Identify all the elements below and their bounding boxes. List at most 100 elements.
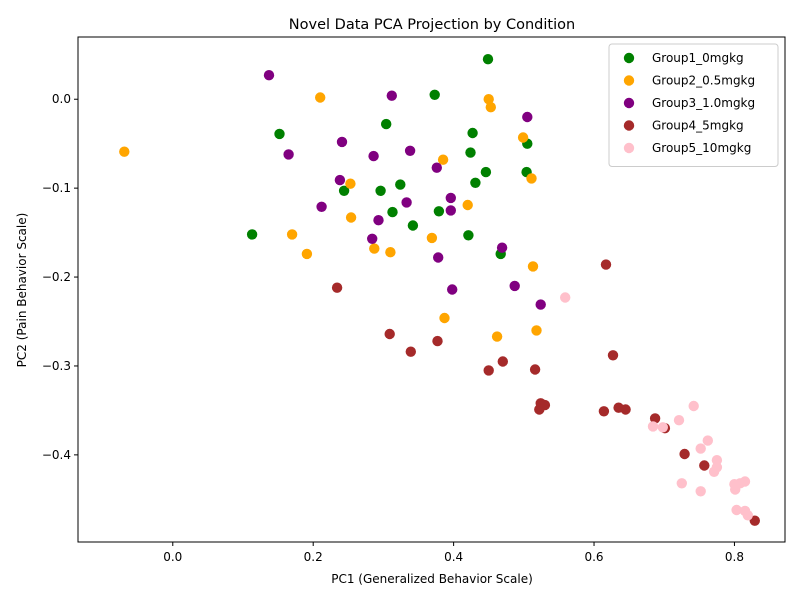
data-point — [315, 92, 326, 103]
data-point — [368, 150, 379, 162]
data-point — [119, 146, 130, 157]
y-axis-label: PC2 (Pain Behavior Scale) — [15, 213, 29, 368]
data-point — [404, 145, 416, 156]
data-point — [432, 335, 443, 347]
legend-item: Group4_5mgkg — [623, 119, 744, 133]
series-4 — [331, 259, 760, 526]
data-point — [274, 128, 285, 140]
data-point — [345, 212, 357, 223]
y-tick-label: −0.3 — [42, 359, 71, 373]
data-point — [496, 242, 508, 253]
data-point — [531, 325, 542, 336]
data-point — [483, 94, 494, 105]
data-point — [336, 136, 348, 148]
data-point — [647, 421, 659, 432]
legend-marker — [623, 75, 635, 86]
data-point — [702, 435, 713, 446]
chart-title: Novel Data PCA Projection by Condition — [289, 17, 575, 33]
data-point — [620, 404, 631, 415]
data-point — [246, 229, 258, 240]
data-point — [387, 206, 398, 218]
data-point — [529, 364, 541, 375]
data-point — [695, 486, 706, 497]
x-tick-label: 0.6 — [584, 550, 603, 564]
legend-label: Group1_0mgkg — [652, 51, 744, 65]
data-point — [369, 243, 380, 254]
data-point — [497, 356, 508, 367]
data-point — [462, 199, 473, 211]
data-point — [708, 466, 720, 477]
data-point — [445, 205, 456, 216]
y-tick-label: −0.2 — [42, 270, 71, 284]
data-point — [437, 154, 449, 165]
data-point — [688, 400, 699, 412]
data-point — [527, 261, 539, 272]
y-tick-label: −0.1 — [42, 181, 71, 195]
y-axis: 0.0 −0.1 −0.2 −0.3 −0.4 — [42, 92, 78, 462]
data-point — [699, 460, 710, 471]
data-point — [407, 220, 419, 231]
x-axis-label: PC1 (Generalized Behavior Scale) — [331, 572, 533, 586]
data-point — [316, 201, 327, 212]
x-tick-label: 0.8 — [725, 550, 744, 564]
data-point — [730, 484, 741, 495]
data-point — [480, 166, 492, 178]
data-point — [649, 413, 661, 424]
data-point — [607, 350, 619, 361]
legend-box — [608, 43, 779, 167]
series-5 — [560, 292, 753, 521]
axes-frame — [77, 36, 786, 543]
data-point — [749, 515, 760, 526]
data-point — [509, 280, 520, 292]
data-point — [433, 206, 445, 217]
data-point — [426, 232, 438, 244]
y-tick-label: −0.4 — [42, 448, 71, 462]
data-point — [367, 233, 378, 244]
x-axis: 0.0 0.2 0.4 0.6 0.8 — [163, 542, 744, 564]
data-point — [395, 179, 406, 190]
data-point — [373, 215, 384, 226]
legend-label: Group2_0.5mgkg — [652, 74, 755, 88]
legend-item: Group2_0.5mgkg — [623, 74, 755, 88]
data-point — [676, 478, 687, 489]
data-point — [429, 89, 440, 101]
data-point — [463, 230, 474, 241]
x-tick-label: 0.2 — [304, 550, 323, 564]
data-point — [331, 282, 343, 293]
data-point — [522, 111, 533, 123]
legend-label: Group4_5mgkg — [652, 119, 744, 133]
data-point — [673, 415, 685, 426]
x-tick-label: 0.4 — [444, 550, 463, 564]
data-point — [600, 259, 612, 270]
data-point — [283, 149, 294, 160]
y-tick-label: 0.0 — [52, 92, 71, 106]
data-point — [384, 328, 395, 340]
data-point — [517, 132, 529, 143]
data-point — [345, 178, 356, 189]
legend-marker — [623, 120, 635, 131]
data-point — [679, 448, 690, 460]
x-tick-label: 0.0 — [163, 550, 182, 564]
data-point — [483, 365, 494, 376]
legend-marker — [623, 97, 635, 109]
plot-area — [119, 54, 760, 526]
data-point — [485, 102, 496, 113]
data-point — [401, 197, 412, 208]
data-point — [375, 185, 386, 196]
series-3 — [263, 70, 546, 310]
legend-item: Group5_10mgkg — [623, 141, 751, 155]
data-point — [263, 70, 275, 81]
data-point — [405, 346, 416, 357]
legend-item: Group3_1.0mgkg — [623, 96, 755, 110]
data-point — [445, 192, 456, 204]
data-point — [526, 173, 537, 184]
data-point — [598, 406, 610, 417]
data-point — [742, 510, 753, 521]
data-point — [534, 404, 545, 415]
data-point — [447, 284, 458, 295]
legend-item: Group1_0mgkg — [623, 51, 744, 65]
legend-label: Group5_10mgkg — [652, 141, 751, 155]
data-point — [657, 422, 668, 433]
data-point — [439, 312, 450, 324]
